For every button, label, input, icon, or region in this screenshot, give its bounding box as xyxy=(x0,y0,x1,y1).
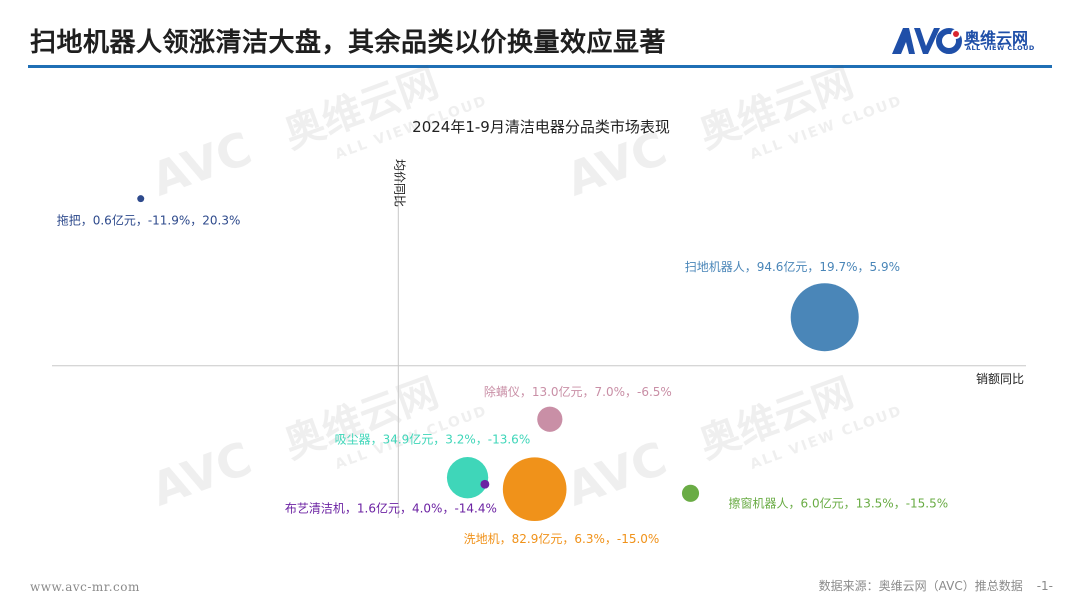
bubble-3 xyxy=(446,457,489,499)
avc-logo: 奥维云网 ALL VIEW CLOUD xyxy=(890,22,1055,60)
bubble-label-1: 扫地机器人，94.6亿元，19.7%，5.9% xyxy=(685,259,900,274)
bubble-4 xyxy=(480,479,490,489)
header-divider xyxy=(28,65,1052,68)
y-axis-label: 均价同比 xyxy=(392,159,406,207)
watermark-mark: AVC xyxy=(144,121,258,207)
footer-source: 数据来源：奥维云网（AVC）推总数据 -1- xyxy=(819,577,1053,594)
data-labels: 扫地机器人，94.6亿元，19.7%，5.9% 除螨仪，13.0亿元，7.0%，-… xyxy=(57,213,948,547)
bubble-label-6: 擦窗机器人，6.0亿元，13.5%，-15.5% xyxy=(729,495,949,510)
watermark-mark: AVC xyxy=(559,431,673,517)
watermark-mark: AVC xyxy=(144,431,258,517)
logo-name-en: ALL VIEW CLOUD xyxy=(966,44,1035,52)
bubble-6 xyxy=(681,484,700,502)
x-axis-label: 销额同比 xyxy=(976,372,1024,386)
bubble-label-5: 洗地机，82.9亿元，6.3%，-15.0% xyxy=(464,531,660,546)
chart-title: 2024年1-9月清洁电器分品类市场表现 xyxy=(412,118,670,136)
avc-logo-mark xyxy=(892,28,962,54)
bubble-1 xyxy=(790,283,859,352)
bubble-5 xyxy=(502,457,567,522)
logo-name-cn: 奥维云网 xyxy=(964,29,1029,48)
bubble-series xyxy=(137,195,859,522)
bubble-label-3: 吸尘器，34.9亿元，3.2%，-13.6% xyxy=(335,432,531,447)
bubble-label-7: 拖把，0.6亿元，-11.9%，20.3% xyxy=(57,213,241,228)
data-source: 数据来源：奥维云网（AVC）推总数据 xyxy=(818,579,1023,593)
footer-website[interactable]: www.avc-mr.com xyxy=(30,580,140,594)
page-number: -1- xyxy=(1036,579,1053,593)
bubble-label-4: 布艺清洁机，1.6亿元，4.0%，-14.4% xyxy=(285,500,497,515)
bubble-7 xyxy=(137,195,145,203)
bubble-label-2: 除螨仪，13.0亿元，7.0%，-6.5% xyxy=(484,384,672,399)
page-title: 扫地机器人领涨清洁大盘，其余品类以价换量效应显著 xyxy=(30,28,667,58)
bubble-2 xyxy=(537,406,563,432)
